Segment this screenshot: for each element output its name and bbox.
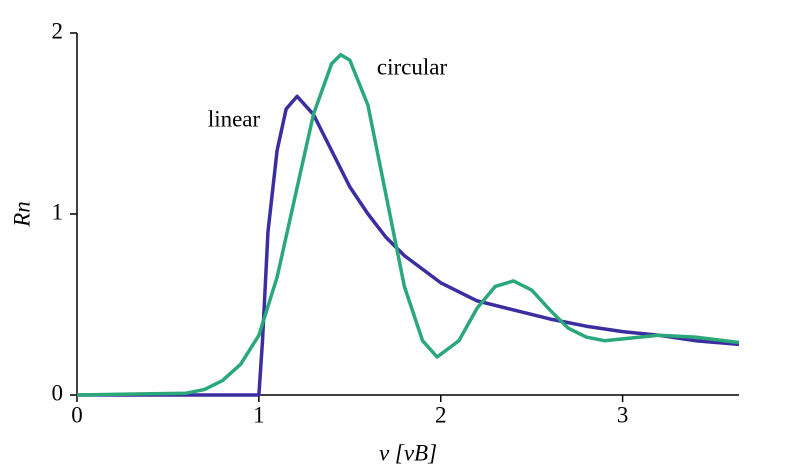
x-tick-label: 0 bbox=[71, 402, 83, 427]
line-series bbox=[77, 94, 740, 397]
x-tick-label: 1 bbox=[253, 402, 265, 427]
y-tick-label: 2 bbox=[52, 18, 64, 43]
x-tick-label: 3 bbox=[617, 402, 629, 427]
y-tick-label: 0 bbox=[52, 380, 64, 405]
x-tick-label: 2 bbox=[435, 402, 447, 427]
series-label: circular bbox=[377, 54, 448, 79]
line-series bbox=[76, 52, 740, 397]
y-axis-label: Rn bbox=[9, 201, 34, 228]
y-tick-label: 1 bbox=[52, 199, 64, 224]
series-label: linear bbox=[208, 106, 261, 131]
x-axis-label: v [vB] bbox=[379, 440, 437, 465]
